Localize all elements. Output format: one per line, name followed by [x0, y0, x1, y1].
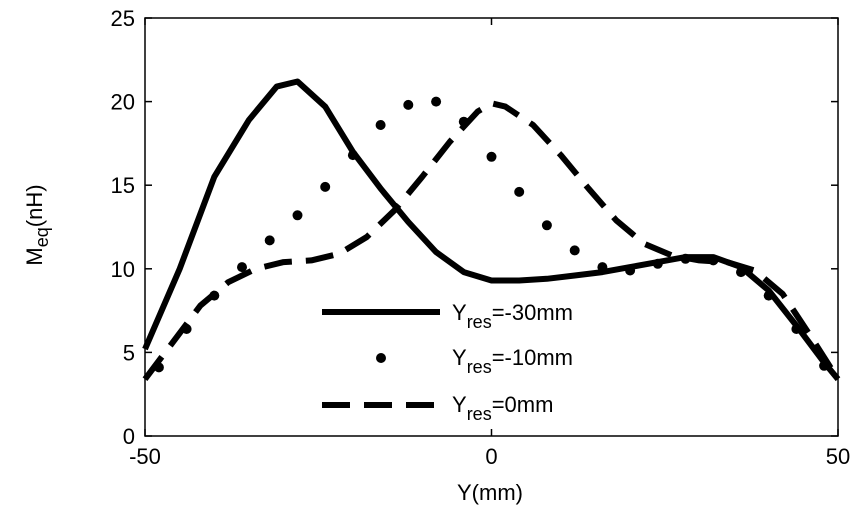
data-point	[403, 99, 414, 110]
series-group	[142, 78, 841, 382]
data-point	[625, 265, 636, 276]
legend-swatch-dot	[376, 353, 386, 363]
data-point	[237, 262, 247, 273]
x-tick-label: -50	[129, 444, 161, 469]
x-axis-label: Y(mm)	[457, 480, 523, 505]
data-point	[320, 181, 331, 192]
data-point	[347, 150, 358, 161]
data-point	[597, 262, 608, 273]
data-point	[652, 258, 663, 269]
x-tick-label: 0	[485, 444, 497, 469]
x-tick-label: 50	[826, 444, 850, 469]
y-tick-label: 10	[111, 257, 135, 282]
y-tick-label: 15	[111, 173, 135, 198]
legend-label-series-3: Yres=0mm	[452, 392, 553, 424]
legend-label-series-1: Yres=-30mm	[452, 300, 573, 332]
data-point	[486, 151, 497, 162]
data-point	[375, 120, 386, 130]
y-tick-label: 25	[111, 6, 135, 31]
y-tick-label: 5	[123, 340, 135, 365]
y-axis-label-main: M	[22, 247, 47, 265]
series-3-line	[142, 100, 841, 382]
data-point	[264, 235, 275, 246]
data-point	[791, 324, 802, 334]
legend-label-series-2: Yres=-10mm	[452, 345, 573, 377]
y-axis-label-unit: (nH)	[22, 184, 47, 227]
y-tick-label: 0	[123, 424, 135, 449]
data-point	[431, 96, 442, 107]
y-axis-label: Meq(nH)	[22, 184, 52, 265]
data-point	[763, 290, 774, 301]
data-point	[292, 210, 303, 221]
data-point	[541, 220, 552, 231]
data-point	[514, 186, 525, 197]
y-tick-label: 20	[111, 90, 135, 115]
tick-marks	[144, 17, 839, 437]
data-point	[569, 245, 580, 256]
y-axis-label-sub: eq	[32, 227, 52, 247]
legend: Yres=-30mm Yres=-10mm Yres=0mm	[312, 290, 668, 428]
